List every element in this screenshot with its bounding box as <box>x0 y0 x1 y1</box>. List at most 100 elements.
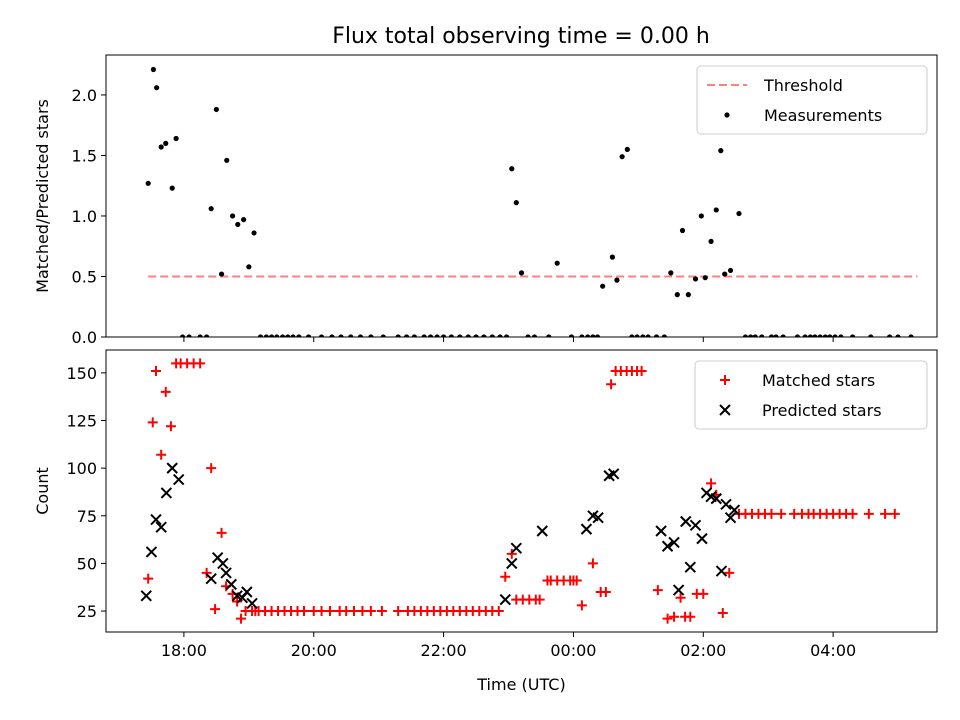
measurement-point <box>579 334 585 337</box>
predicted-star-point <box>668 536 680 549</box>
measurement-point <box>713 207 719 213</box>
matched-star-point <box>606 379 617 390</box>
measurement-point <box>692 276 699 282</box>
measurement-point <box>594 334 601 337</box>
plot-area <box>140 358 900 624</box>
matched-star-point <box>143 573 154 584</box>
legend-label: Predicted stars <box>762 401 882 420</box>
measurement-point <box>285 334 291 337</box>
measurement-point <box>235 221 241 228</box>
legend: Matched stars Predicted stars <box>694 360 928 430</box>
matched-star-point <box>210 604 221 615</box>
plot-frame <box>105 54 938 338</box>
x-tick-label: 20:00 <box>291 641 337 660</box>
predicted-star-point <box>696 532 708 545</box>
predicted-star-point <box>155 521 167 533</box>
x-tick-label: 00:00 <box>550 641 596 660</box>
measurement-point <box>380 334 386 337</box>
measurement-point <box>268 334 275 337</box>
predicted-star-point <box>241 586 253 598</box>
measurement-point <box>807 334 814 337</box>
x-tick-label: 04:00 <box>810 641 856 660</box>
measurement-point <box>513 200 519 206</box>
matched-star-point <box>195 358 206 369</box>
y-tick-label: 50 <box>77 554 97 573</box>
measurement-point <box>742 334 749 337</box>
legend-matched-swatch <box>720 375 730 385</box>
measurement-point <box>481 334 487 337</box>
y-tick-label: 0.5 <box>72 267 97 286</box>
matched-star-point <box>393 606 404 617</box>
measurement-point <box>169 185 175 191</box>
legend-box <box>696 65 928 135</box>
measurement-point <box>224 157 230 163</box>
predicted-star-point <box>499 593 511 606</box>
predicted-star-point <box>655 525 667 537</box>
matched-star-point <box>500 571 511 582</box>
measurement-point <box>525 334 531 337</box>
measurement-point <box>773 334 779 337</box>
flux-ratio-panel: 0.0 0.5 1.0 1.5 2.0 Matched/Predicted stars Th… <box>33 54 938 347</box>
measurement-point <box>145 180 151 186</box>
y-tick-label: 1.5 <box>72 146 97 165</box>
matched-star-point <box>316 606 327 617</box>
measurement-point <box>634 334 640 337</box>
measurement-point <box>448 334 454 337</box>
predicted-star-point <box>580 523 593 535</box>
measurement-point <box>440 334 447 337</box>
measurement-point <box>497 334 503 337</box>
measurement-point <box>274 334 280 337</box>
measurement-point <box>257 334 264 337</box>
measurement-point <box>338 334 344 337</box>
predicted-star-point <box>728 504 741 516</box>
measurement-point <box>421 334 427 337</box>
matched-star-point <box>324 606 335 617</box>
measurement-point <box>213 106 219 113</box>
matched-star-point <box>376 606 387 617</box>
measurement-point <box>752 334 758 337</box>
matched-star-point <box>147 417 158 428</box>
measurement-point <box>850 334 856 337</box>
measurement-point <box>629 334 635 337</box>
measurement-point <box>554 260 560 266</box>
measurement-point <box>736 210 742 217</box>
predicted-star-point <box>506 557 518 570</box>
measurement-point <box>668 270 674 276</box>
predicted-star-point <box>205 572 217 585</box>
matched-star-point <box>587 558 598 569</box>
matched-star-point <box>766 508 777 519</box>
measurement-point <box>290 334 296 337</box>
measurement-point <box>546 334 552 337</box>
measurement-point <box>403 334 410 337</box>
measurement-point <box>619 154 625 160</box>
y-tick-label: 0.0 <box>72 328 97 347</box>
measurement-point <box>489 334 495 337</box>
measurement-point <box>827 334 833 337</box>
predicted-star-point <box>672 584 685 596</box>
matched-star-point <box>216 527 227 538</box>
predicted-star-point <box>246 597 258 610</box>
x-tick-label: 18:00 <box>161 641 207 660</box>
measurement-point <box>434 334 440 337</box>
predicted-star-point <box>720 498 732 511</box>
predicted-star-point <box>217 557 229 570</box>
measurement-point <box>154 85 160 91</box>
matched-star-point <box>652 585 663 596</box>
measurement-point <box>653 334 660 337</box>
measurement-point <box>868 334 874 337</box>
matched-star-point <box>880 508 891 519</box>
chart-title: Flux total observing time = 0.00 h <box>332 24 710 49</box>
predicted-star-point <box>536 525 548 537</box>
matched-star-point <box>160 386 171 397</box>
matched-star-point <box>669 611 680 622</box>
x-tick-label: 02:00 <box>680 641 726 660</box>
predicted-star-point <box>510 542 523 554</box>
predicted-star-point <box>160 487 173 499</box>
measurement-point <box>600 283 606 289</box>
matched-star-point <box>299 606 310 617</box>
matched-star-point <box>201 567 212 578</box>
measurement-point <box>722 271 728 277</box>
measurement-point <box>624 146 630 153</box>
measurement-point <box>568 334 575 337</box>
y-tick-label: 100 <box>66 459 97 478</box>
